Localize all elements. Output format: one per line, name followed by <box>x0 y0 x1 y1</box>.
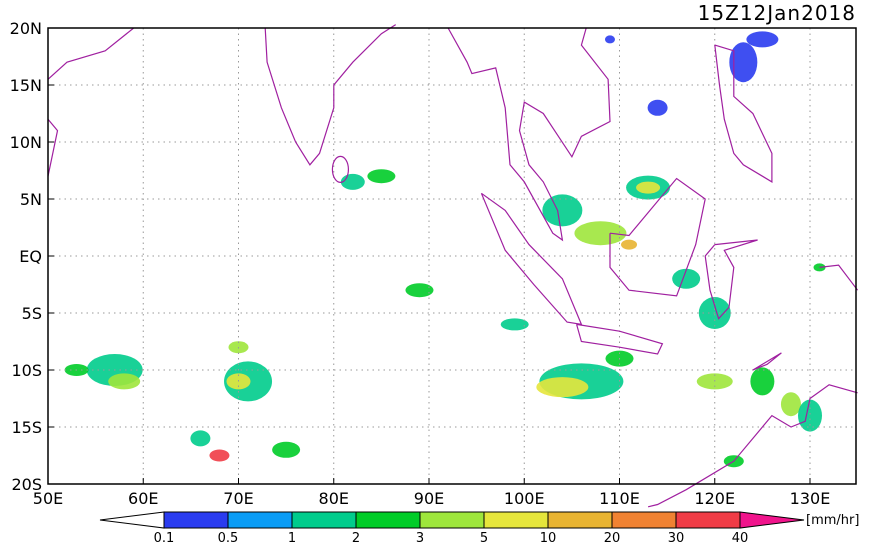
lon-label: 80E <box>319 489 349 508</box>
colorbar-segment <box>611 511 677 529</box>
colorbar-label: 0.1 <box>154 531 175 544</box>
lat-label: 10N <box>10 133 42 152</box>
lat-label: 5N <box>20 190 42 209</box>
lon-label: 110E <box>599 489 640 508</box>
lat-label: EQ <box>19 247 42 266</box>
lat-label: 15N <box>10 76 42 95</box>
precip-area <box>536 377 589 398</box>
colorbar-arrow <box>99 511 165 529</box>
colorbar-segment <box>291 511 357 529</box>
precip-area <box>636 181 661 194</box>
colorbar-segment <box>547 511 613 529</box>
precip-area <box>746 31 779 48</box>
colorbar-arrow <box>739 511 805 529</box>
coastline <box>752 352 782 371</box>
lat-label: 20S <box>11 475 42 494</box>
precip-area <box>750 367 775 396</box>
lon-label: 100E <box>504 489 545 508</box>
precip-area <box>798 399 822 432</box>
coastline <box>47 118 59 177</box>
colorbar-unit: [mm/hr] <box>806 513 859 528</box>
lon-label: 120E <box>694 489 735 508</box>
precip-area <box>672 268 701 289</box>
colorbar-segment <box>675 511 741 529</box>
colorbar-label: 0.5 <box>218 531 239 544</box>
coastline <box>264 24 397 166</box>
precip-area <box>340 173 365 190</box>
coastline <box>819 264 859 291</box>
colorbar-segment <box>163 511 229 529</box>
coastline <box>576 323 664 355</box>
coastlines <box>47 24 859 508</box>
precip-area <box>780 392 801 417</box>
colorbar-label: 3 <box>416 531 424 544</box>
precip-area <box>621 239 638 250</box>
colorbar-label: 2 <box>352 531 360 544</box>
colorbar-segment <box>227 511 293 529</box>
lon-label: 50E <box>33 489 63 508</box>
coastline <box>609 177 706 297</box>
precip-area <box>574 221 627 246</box>
grid <box>47 27 856 485</box>
precip-area <box>108 373 141 390</box>
precip-area <box>500 318 529 331</box>
precip-area <box>647 99 668 116</box>
coastline <box>331 155 350 183</box>
precip-area <box>190 430 211 447</box>
coastline <box>47 27 135 80</box>
precip-area <box>405 283 434 298</box>
map-title: 15Z12Jan2018 <box>698 1 856 25</box>
colorbar-label: 10 <box>540 531 557 544</box>
precip-area <box>729 42 758 83</box>
precip-area <box>209 449 230 462</box>
lat-label: 5S <box>22 304 42 323</box>
lon-label: 90E <box>414 489 444 508</box>
colorbar-segment <box>355 511 421 529</box>
coastline <box>447 27 611 242</box>
colorbar-segment <box>483 511 549 529</box>
colorbar-label: 1 <box>288 531 296 544</box>
map-frame <box>47 27 857 485</box>
colorbar-label: 30 <box>668 531 685 544</box>
precip-area <box>367 169 396 184</box>
lat-label: 20N <box>10 19 42 38</box>
colorbar-segment <box>419 511 485 529</box>
precip-area <box>272 441 301 458</box>
lat-label: 15S <box>11 418 42 437</box>
lon-label: 130E <box>790 489 831 508</box>
lat-label: 10S <box>11 361 42 380</box>
colorbar-label: 20 <box>604 531 621 544</box>
precip-area <box>542 194 583 227</box>
colorbar-label: 40 <box>732 531 749 544</box>
coastline <box>480 192 583 326</box>
lon-label: 70E <box>223 489 253 508</box>
precip-area <box>604 35 615 44</box>
lon-label: 60E <box>128 489 158 508</box>
colorbar-label: 5 <box>480 531 488 544</box>
coastline <box>704 239 758 320</box>
coastline <box>647 384 858 508</box>
coastline <box>714 44 773 183</box>
